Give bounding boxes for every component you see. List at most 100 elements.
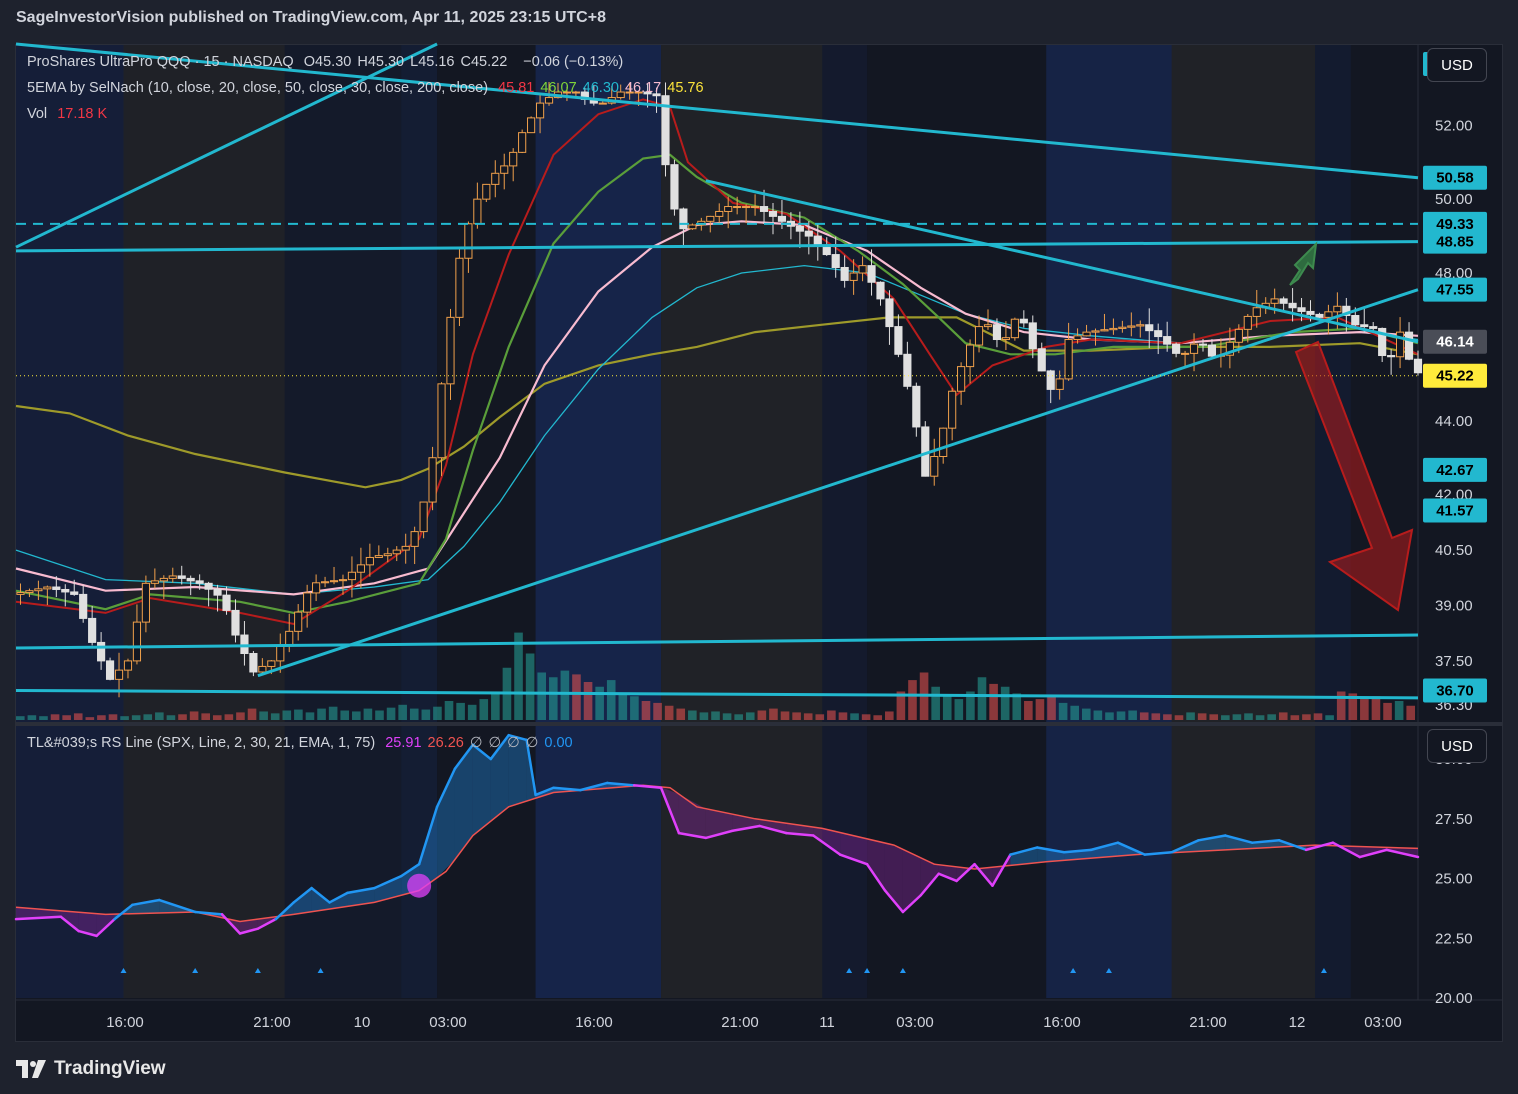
volume-bar-73 bbox=[861, 714, 871, 720]
session-band-9 bbox=[1046, 45, 1172, 998]
price-tag-bg-7 bbox=[1423, 457, 1487, 482]
candle-body-74 bbox=[347, 571, 357, 581]
candle-body-288 bbox=[1306, 310, 1315, 315]
candle-body-56 bbox=[267, 660, 276, 667]
session-band-1 bbox=[123, 45, 285, 998]
candle-body-262 bbox=[1189, 343, 1199, 354]
volume-bar-75 bbox=[885, 711, 894, 720]
candle-body-308 bbox=[1395, 331, 1405, 358]
volume-bar-95 bbox=[1116, 711, 1126, 720]
volume-bar-68 bbox=[803, 713, 813, 720]
trendline-3 bbox=[705, 179, 1419, 344]
ohlc-o: O45.30 bbox=[303, 54, 352, 70]
candle-body-10 bbox=[61, 588, 70, 593]
rs-line-seg-57 bbox=[1304, 841, 1335, 852]
candle-body-192 bbox=[876, 281, 885, 300]
rs-fill-22 bbox=[490, 735, 509, 822]
volume-bar-53 bbox=[630, 696, 639, 720]
candle-body-134 bbox=[616, 91, 625, 99]
price-tick-5: 40.50 bbox=[1435, 542, 1473, 559]
rs-label[interactable]: TL&#039;s RS Line (SPX, Line, 2, 30, 21,… bbox=[27, 735, 376, 751]
rs-fill-40 bbox=[902, 849, 921, 912]
candle-body-294 bbox=[1333, 305, 1342, 313]
rs-line-seg-41 bbox=[919, 872, 940, 897]
rs-line-seg-56 bbox=[1277, 839, 1308, 852]
ema50-line bbox=[15, 264, 1419, 596]
volume-bar-45 bbox=[537, 672, 547, 720]
session-band-11 bbox=[1314, 45, 1351, 998]
rs-tick-3: 22.50 bbox=[1435, 930, 1473, 947]
ema-value-2: 46.30 bbox=[582, 80, 619, 96]
volume-bar-117 bbox=[1371, 696, 1381, 720]
volume-bar-100 bbox=[1174, 715, 1184, 720]
candle-body-154 bbox=[706, 215, 715, 222]
volume-bar-44 bbox=[525, 653, 535, 720]
candle-body-276 bbox=[1252, 307, 1261, 317]
volume-bar-101 bbox=[1186, 712, 1195, 720]
volume-bar-116 bbox=[1360, 699, 1369, 720]
ema-label[interactable]: 5EMA by SelNach (10, close, 20, close, 5… bbox=[27, 80, 489, 96]
volume-bar-27 bbox=[328, 706, 338, 720]
price-tag-bg-9 bbox=[1423, 678, 1487, 703]
trendline-5 bbox=[15, 633, 1419, 650]
volume-bar-0 bbox=[16, 716, 25, 720]
volume-bar-9 bbox=[120, 716, 129, 720]
trendline-6 bbox=[15, 688, 1419, 700]
rs-line-seg-47 bbox=[1036, 846, 1066, 854]
candle-body-110 bbox=[509, 151, 518, 167]
candle-body-162 bbox=[742, 206, 751, 209]
candle-body-250 bbox=[1136, 324, 1145, 327]
price-tick-1: 50.00 bbox=[1435, 191, 1473, 208]
candle-body-0 bbox=[16, 592, 25, 595]
volume-bar-69 bbox=[815, 714, 825, 720]
tradingview-logo: TradingView bbox=[16, 1058, 166, 1080]
volume-bar-91 bbox=[1070, 705, 1079, 720]
candle-body-302 bbox=[1369, 326, 1378, 329]
rs-line-seg-59 bbox=[1358, 848, 1388, 859]
rs-line-seg-60 bbox=[1385, 848, 1420, 859]
rs-fill-49 bbox=[1091, 842, 1118, 859]
candle-body-102 bbox=[473, 198, 482, 225]
volume-bar-110 bbox=[1290, 715, 1300, 720]
currency-button-main[interactable]: USD bbox=[1427, 48, 1487, 82]
rs-fill-12 bbox=[293, 888, 312, 915]
rs-line-seg-4 bbox=[113, 903, 134, 921]
rs-line-seg-18 bbox=[417, 805, 439, 866]
candle-body-158 bbox=[724, 206, 733, 212]
candle-body-96 bbox=[446, 316, 455, 385]
candle-body-20 bbox=[105, 660, 115, 680]
price-tag-bg-6 bbox=[1423, 363, 1487, 388]
volume-bar-87 bbox=[1024, 701, 1033, 720]
candle-body-206 bbox=[939, 427, 948, 457]
candle-body-292 bbox=[1324, 311, 1333, 318]
vol-label[interactable]: Vol bbox=[27, 106, 48, 122]
time-tick-4: 16:00 bbox=[575, 1014, 613, 1031]
currency-button-rs[interactable]: USD bbox=[1427, 729, 1487, 763]
rs-tick-marker-4 bbox=[846, 968, 853, 973]
volume-bar-57 bbox=[676, 708, 686, 720]
candle-body-54 bbox=[258, 665, 267, 673]
volume-bar-36 bbox=[433, 706, 442, 720]
volume-bar-79 bbox=[931, 686, 940, 720]
volume-bar-74 bbox=[873, 715, 883, 720]
volume-bar-59 bbox=[699, 712, 709, 720]
candle-body-14 bbox=[79, 593, 88, 619]
volume-bar-72 bbox=[850, 713, 859, 720]
rs-fill-13 bbox=[311, 888, 330, 912]
time-tick-1: 21:00 bbox=[253, 1014, 291, 1031]
candle-body-174 bbox=[795, 225, 804, 232]
rs-line-seg-8 bbox=[220, 913, 242, 935]
symbol-label[interactable]: ProShares UltraPro QQQ · 15 · NASDAQ bbox=[27, 54, 294, 70]
rs-line-seg-22 bbox=[489, 733, 510, 761]
volume-bar-111 bbox=[1302, 714, 1311, 720]
volume-bar-47 bbox=[560, 670, 570, 720]
time-tick-5: 21:00 bbox=[721, 1014, 759, 1031]
candle-body-94 bbox=[437, 383, 446, 459]
rs-line-seg-26 bbox=[552, 786, 582, 792]
price-tag-bg-5 bbox=[1423, 329, 1487, 354]
volume-bar-67 bbox=[792, 712, 801, 720]
candle-body-6 bbox=[43, 586, 52, 590]
candle-body-290 bbox=[1315, 313, 1324, 318]
rs-value-1: 26.26 bbox=[427, 735, 464, 751]
